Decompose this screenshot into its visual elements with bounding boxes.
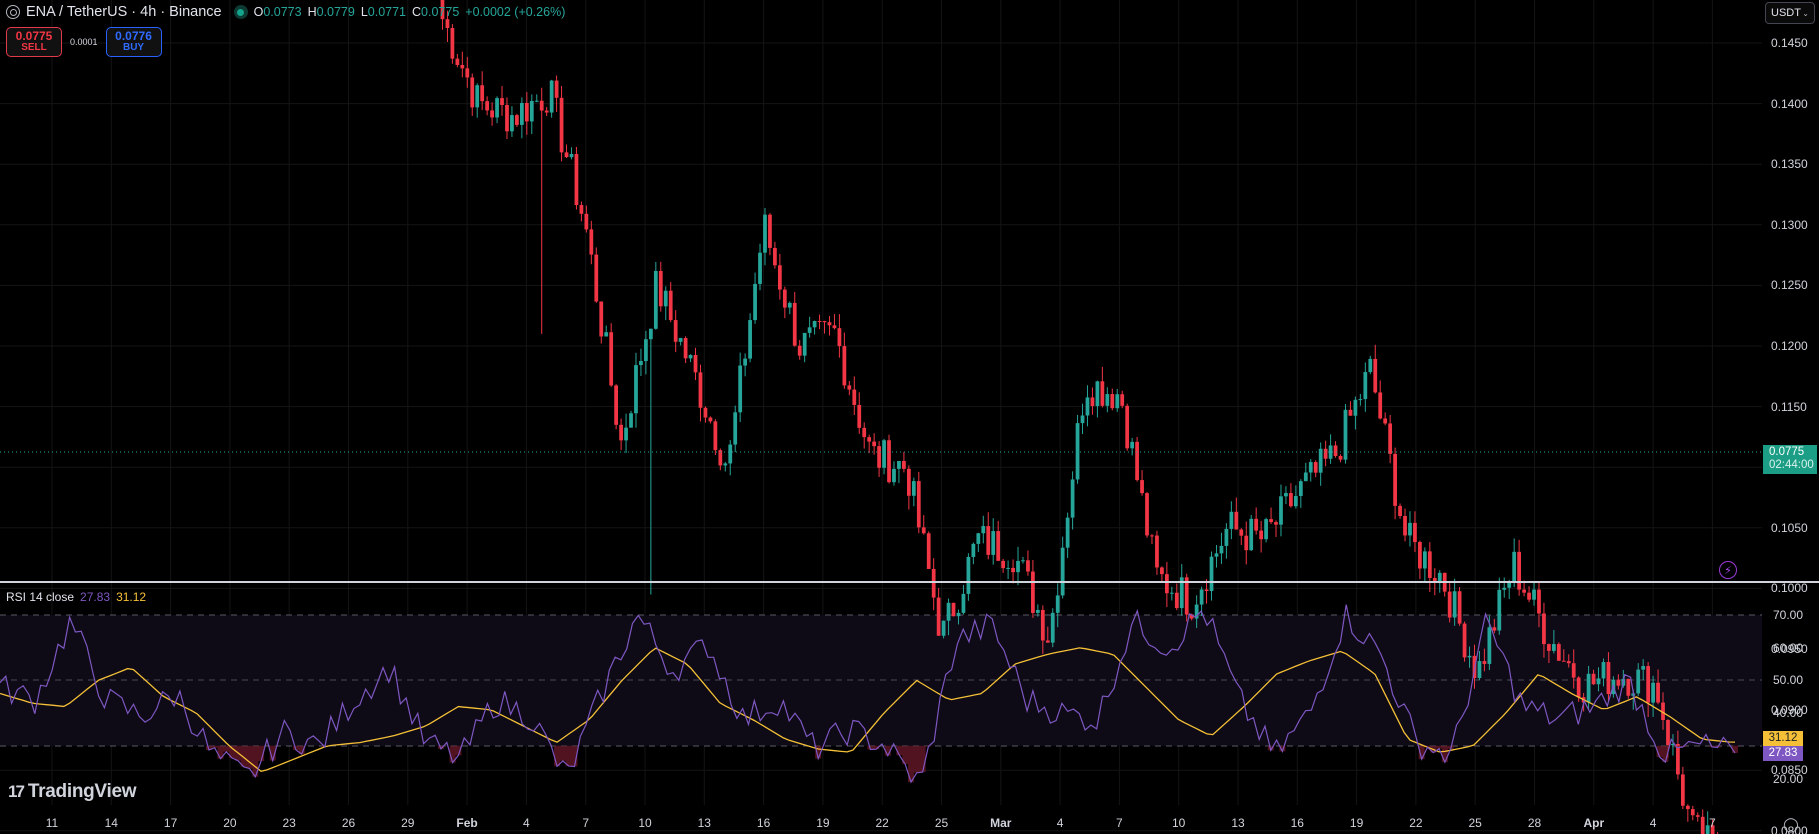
currency-selector[interactable]: USDT ⌄ <box>1765 2 1815 24</box>
buy-label: BUY <box>122 42 145 54</box>
chevron-down-icon: ⌄ <box>1802 8 1809 18</box>
price-tick: 0.0900 <box>1771 702 1808 717</box>
time-tick: 10 <box>1172 816 1186 830</box>
time-tick: 4 <box>1649 816 1657 830</box>
rsi-line <box>0 604 1736 784</box>
sell-button[interactable]: 0.0775 SELL <box>6 27 62 57</box>
tradingview-mark-icon: 17 <box>8 782 25 801</box>
time-tick: 22 <box>1409 816 1423 830</box>
rsi-tick: 50.00 <box>1773 673 1804 688</box>
price-tick: 0.1450 <box>1771 36 1808 50</box>
close-value: 0.0775 <box>421 5 460 19</box>
high-value: 0.0779 <box>316 5 355 19</box>
time-tick: 7 <box>1709 816 1716 830</box>
time-tick: Apr <box>1583 816 1605 830</box>
time-tick: 4 <box>1056 816 1064 830</box>
rsi-tick: 60.00 <box>1773 640 1804 655</box>
time-tick: 19 <box>1349 816 1364 830</box>
rsi-label[interactable]: RSI 14 close <box>6 590 75 604</box>
low-value: 0.0771 <box>367 5 407 19</box>
high-label: H <box>307 5 317 19</box>
rsi-tick: 70.00 <box>1773 608 1804 622</box>
trade-panel: 0.0775 SELL 0.0001 0.0776 BUY <box>6 27 162 57</box>
ohlc-values: O0.0773 H0.0779 L0.0771 C0.0775 +0.0002 … <box>254 5 566 19</box>
buy-button[interactable]: 0.0776 BUY <box>105 27 162 57</box>
time-tick: 22 <box>875 816 889 830</box>
rsi-tick: 40.00 <box>1773 706 1804 721</box>
lightning-icon[interactable]: ⚡ <box>1719 561 1737 579</box>
price-tick: 0.0850 <box>1771 763 1808 778</box>
ena-coin-icon <box>6 5 20 19</box>
symbol-legend: ENA / TetherUS · 4h · Binance O0.0773 H0… <box>6 4 565 20</box>
time-tick: 7 <box>1116 816 1123 830</box>
low-label: L <box>360 5 368 19</box>
time-tick: 14 <box>104 816 118 830</box>
bar-countdown: 02:44:00 <box>1769 459 1814 471</box>
time-tick: 25 <box>1468 816 1482 830</box>
close-label: C <box>412 5 422 19</box>
last-price-label: 0.0775 02:44:00 <box>1763 445 1817 474</box>
time-tick: 20 <box>223 816 237 830</box>
sell-price: 0.0775 <box>15 29 53 44</box>
currency-label: USDT <box>1771 7 1801 19</box>
pane-divider[interactable] <box>0 581 1819 583</box>
time-tick: 13 <box>1231 816 1245 830</box>
time-tick: 13 <box>697 816 711 830</box>
price-tick: 0.1000 <box>1771 581 1808 596</box>
time-tick: 17 <box>163 816 178 830</box>
time-tick: 16 <box>1290 816 1304 830</box>
open-label: O <box>253 5 264 19</box>
time-tick: Mar <box>990 816 1012 830</box>
price-tick: 0.1250 <box>1771 278 1808 293</box>
price-tick: 0.0950 <box>1771 642 1808 656</box>
price-tick: 0.0800 <box>1771 823 1808 834</box>
candlestick-series <box>440 0 1719 834</box>
rsi-ma-badge: 31.12 <box>1763 731 1803 746</box>
rsi-value: 27.83 <box>80 590 111 604</box>
time-tick: 26 <box>341 816 356 830</box>
market-status-icon <box>233 5 248 19</box>
price-tick: 0.1050 <box>1771 520 1808 535</box>
spread-value: 0.0001 <box>70 37 98 47</box>
price-tick: 0.1150 <box>1771 399 1807 414</box>
price-tick: 0.1200 <box>1771 339 1808 353</box>
rsi-ma-line <box>0 647 1736 773</box>
time-tick: Feb <box>456 816 478 830</box>
sell-label: SELL <box>21 42 47 54</box>
time-tick: 19 <box>816 816 830 830</box>
last-price-value: 0.0775 <box>1769 446 1805 458</box>
price-tick: 0.1350 <box>1771 157 1808 172</box>
rsi-ma-value: 31.12 <box>116 590 147 604</box>
price-tick: 0.1300 <box>1771 217 1808 232</box>
open-value: 0.0773 <box>263 5 302 19</box>
time-tick: 28 <box>1527 816 1542 830</box>
rsi-tick: 20.00 <box>1773 771 1804 786</box>
price-tick: 0.1400 <box>1771 96 1808 111</box>
time-tick: 29 <box>401 816 415 830</box>
buy-price: 0.0776 <box>115 29 152 44</box>
tradingview-logo-text: TradingView <box>27 781 137 802</box>
rsi-oversold-fill <box>205 745 1738 783</box>
time-tick: 7 <box>582 816 590 830</box>
rsi-value-badge: 27.83 <box>1763 746 1803 761</box>
time-tick: 10 <box>638 816 652 830</box>
time-tick: 16 <box>756 816 771 830</box>
time-tick: 11 <box>45 816 59 830</box>
time-tick: 4 <box>523 816 530 830</box>
rsi-legend: RSI 14 close 27.83 31.12 <box>6 590 146 604</box>
tradingview-logo[interactable]: 17 TradingView <box>8 781 137 803</box>
time-tick: 25 <box>934 816 949 830</box>
time-tick: 23 <box>282 816 296 830</box>
symbol-title[interactable]: ENA / TetherUS · 4h · Binance <box>26 4 222 20</box>
gear-icon[interactable]: ◯ <box>1783 816 1799 832</box>
change-value: +0.0002 (+0.26%) <box>465 5 566 19</box>
